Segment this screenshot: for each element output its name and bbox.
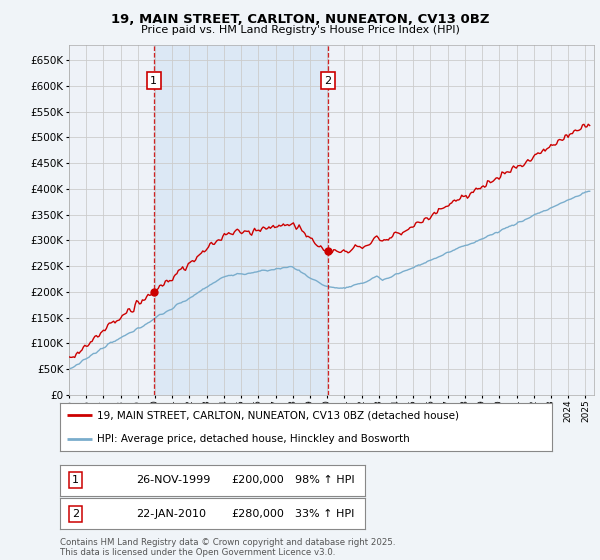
Text: 2: 2: [325, 76, 332, 86]
Text: 33% ↑ HPI: 33% ↑ HPI: [295, 509, 354, 519]
Text: Price paid vs. HM Land Registry's House Price Index (HPI): Price paid vs. HM Land Registry's House …: [140, 25, 460, 35]
Text: 98% ↑ HPI: 98% ↑ HPI: [295, 475, 355, 485]
Text: 19, MAIN STREET, CARLTON, NUNEATON, CV13 0BZ: 19, MAIN STREET, CARLTON, NUNEATON, CV13…: [111, 13, 489, 26]
Text: £200,000: £200,000: [231, 475, 284, 485]
Text: HPI: Average price, detached house, Hinckley and Bosworth: HPI: Average price, detached house, Hinc…: [97, 434, 410, 444]
Text: £280,000: £280,000: [231, 509, 284, 519]
Text: 2: 2: [71, 509, 79, 519]
Text: 26-NOV-1999: 26-NOV-1999: [136, 475, 211, 485]
Text: 19, MAIN STREET, CARLTON, NUNEATON, CV13 0BZ (detached house): 19, MAIN STREET, CARLTON, NUNEATON, CV13…: [97, 410, 459, 420]
Bar: [154, 45, 328, 395]
Text: 1: 1: [150, 76, 157, 86]
Text: 22-JAN-2010: 22-JAN-2010: [136, 509, 206, 519]
Text: Contains HM Land Registry data © Crown copyright and database right 2025.
This d: Contains HM Land Registry data © Crown c…: [60, 538, 395, 557]
Text: 1: 1: [72, 475, 79, 485]
